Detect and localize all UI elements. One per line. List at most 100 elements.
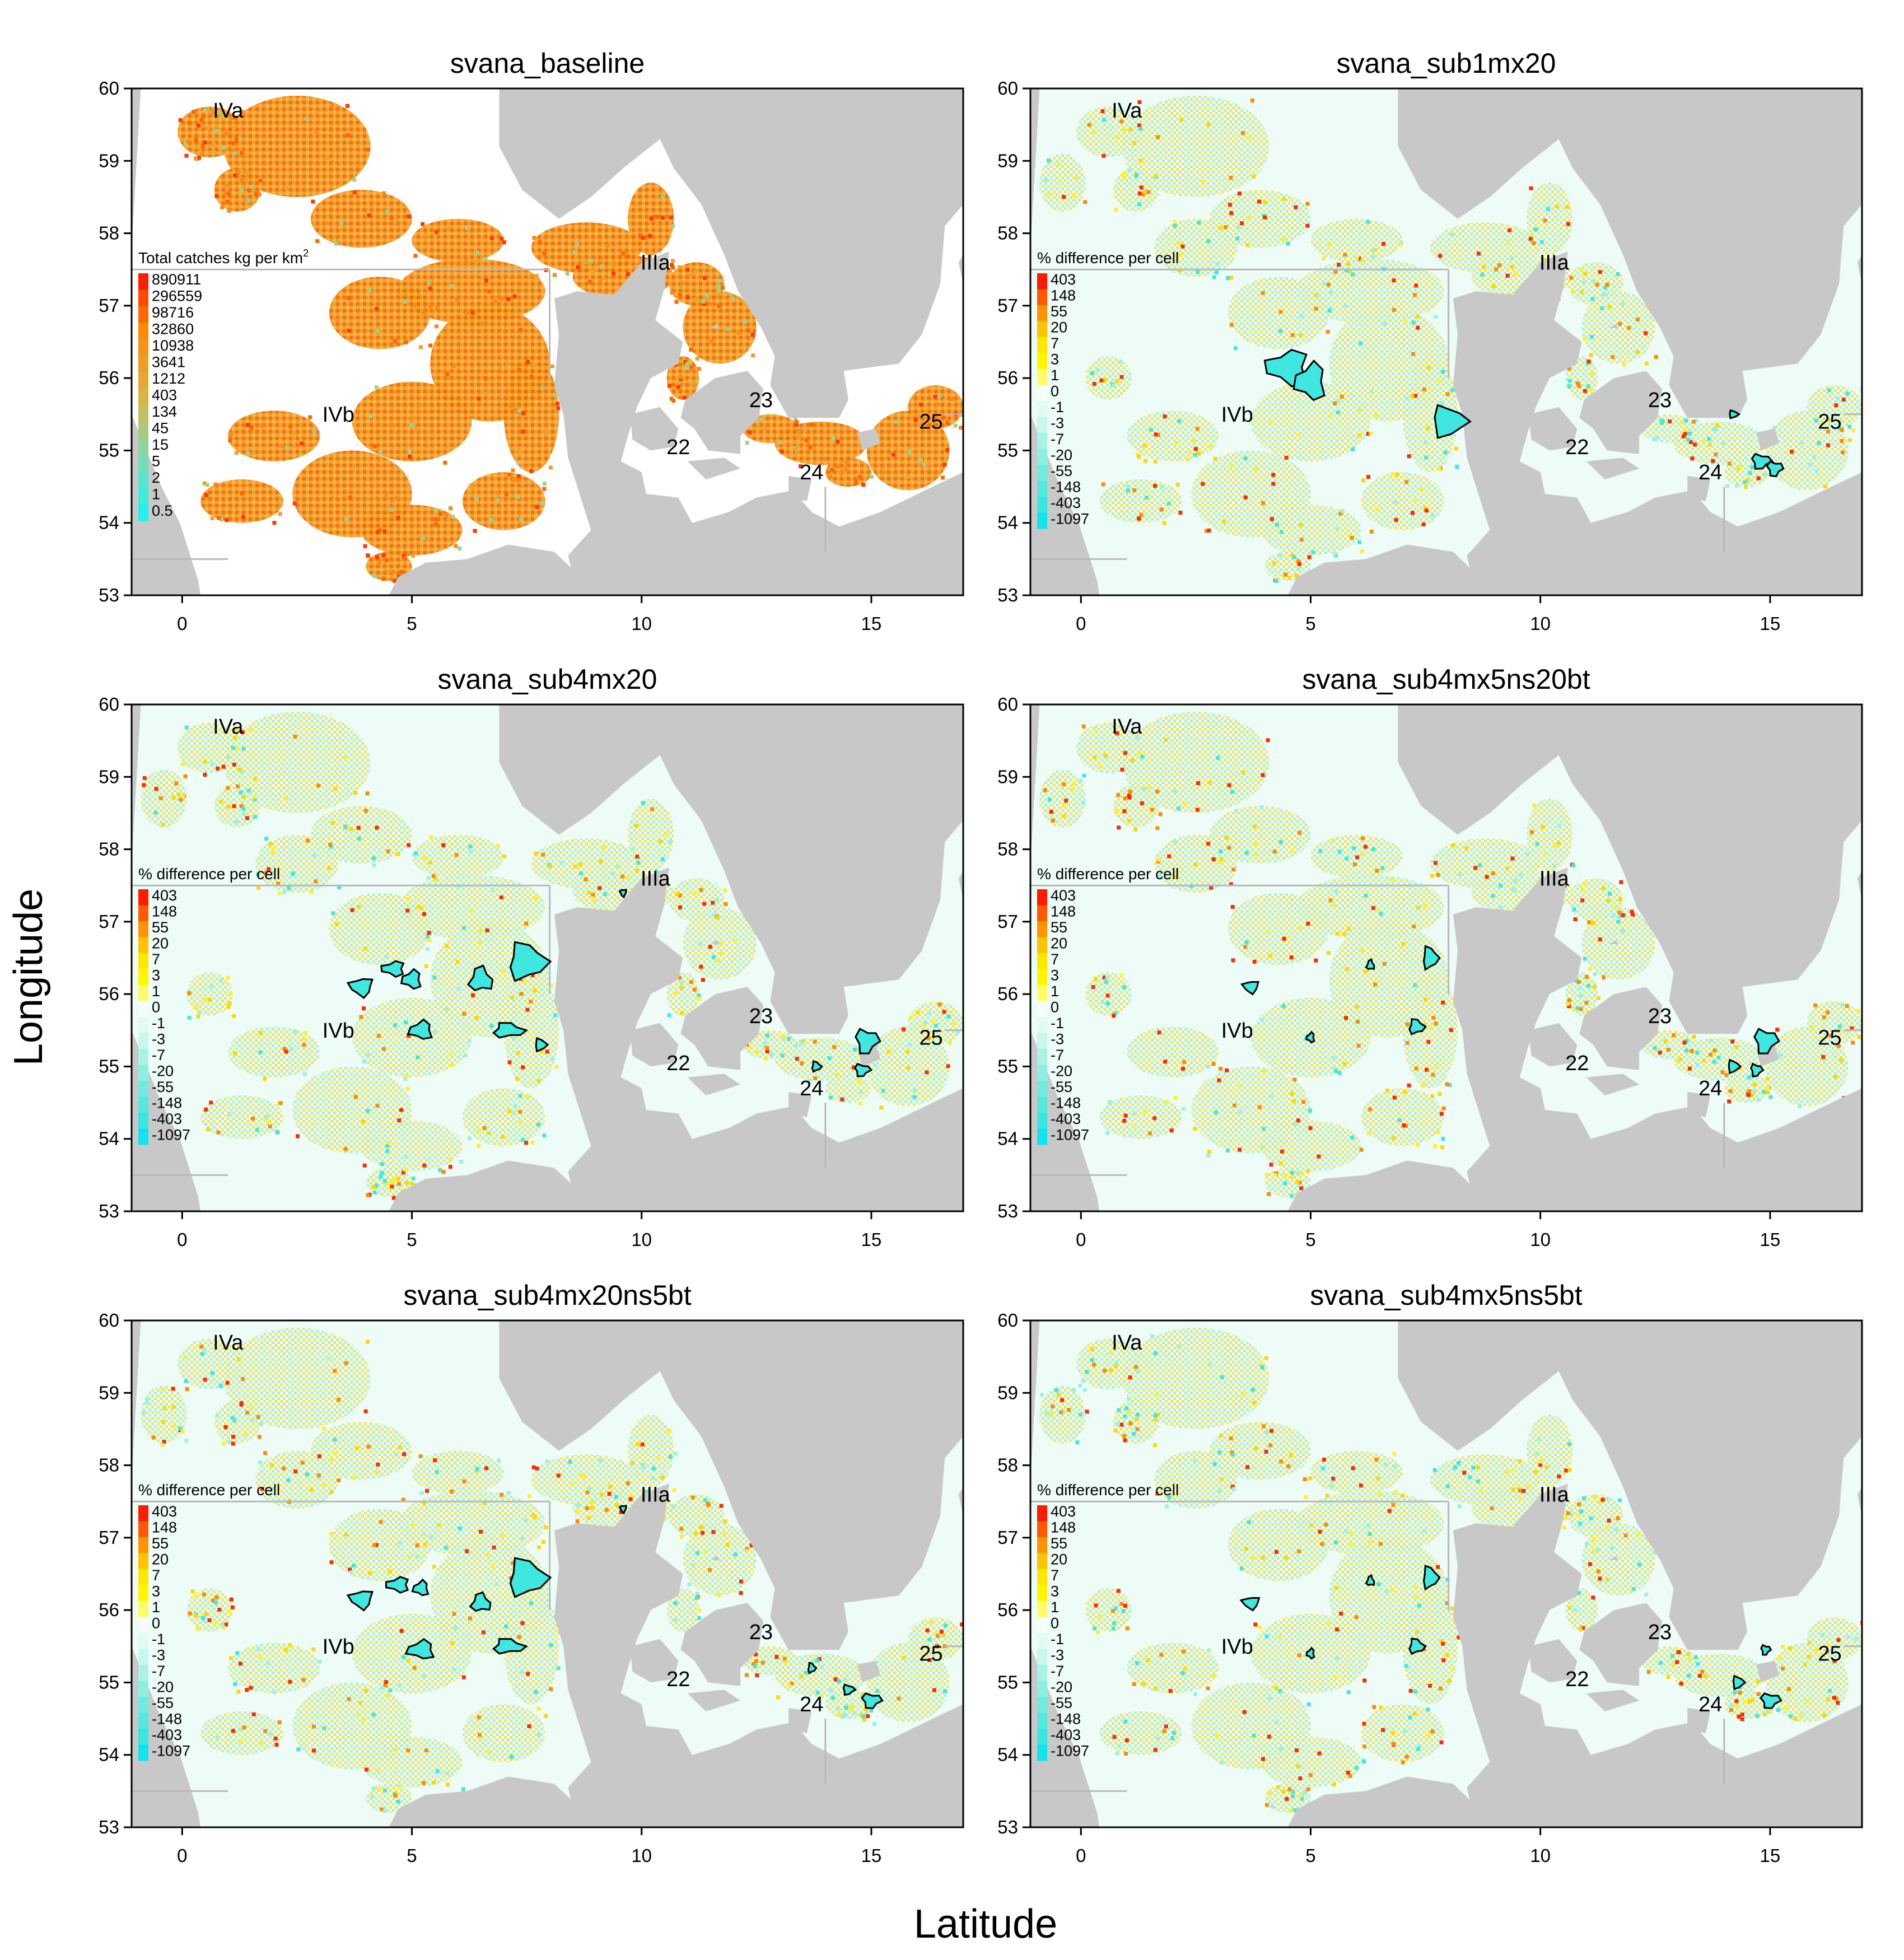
cell <box>1299 333 1303 338</box>
cell <box>1455 464 1459 469</box>
cell <box>1252 824 1257 829</box>
cell <box>1591 279 1595 283</box>
cell <box>1156 135 1160 139</box>
cell <box>422 1781 426 1785</box>
cell <box>1422 1529 1426 1533</box>
cell <box>470 310 475 315</box>
cell <box>1727 461 1732 466</box>
cell <box>1119 1422 1124 1427</box>
cell <box>858 1101 863 1105</box>
legend-label: 2 <box>152 469 160 486</box>
cell <box>591 225 595 230</box>
cell <box>1407 454 1411 459</box>
cell <box>263 1076 267 1081</box>
cell <box>864 1707 869 1712</box>
cell <box>1592 1548 1596 1553</box>
cell <box>745 441 749 445</box>
cell <box>239 1401 244 1406</box>
y-tick-label: 57 <box>99 911 119 932</box>
y-tick-label: 60 <box>99 1310 119 1331</box>
cell <box>1451 1667 1455 1671</box>
land-zealand <box>680 371 764 454</box>
cell <box>1127 794 1131 798</box>
cell <box>1152 1116 1157 1121</box>
cell <box>184 153 189 158</box>
cell <box>1541 825 1545 829</box>
cell <box>697 1616 702 1620</box>
cell <box>1740 1717 1744 1721</box>
cell <box>1381 1728 1385 1732</box>
cell <box>1707 437 1711 441</box>
cell <box>752 1662 756 1666</box>
x-tick-label: 5 <box>407 1229 417 1250</box>
y-tick-label: 60 <box>99 78 119 99</box>
cell <box>214 118 219 122</box>
cell <box>934 1023 938 1028</box>
cell <box>1631 912 1635 917</box>
cell <box>1320 1542 1324 1546</box>
cell <box>1590 297 1595 301</box>
cell <box>1424 508 1429 513</box>
cell <box>1598 270 1602 274</box>
catch-cloud <box>1296 258 1444 324</box>
cell <box>404 1020 408 1025</box>
cell <box>1046 158 1051 163</box>
cell <box>536 1545 541 1550</box>
cell <box>1476 1479 1480 1483</box>
cell <box>671 224 675 228</box>
catch-cloud <box>669 1494 725 1538</box>
cell <box>1440 1145 1445 1150</box>
region-label: IVa <box>213 99 244 123</box>
cell <box>1729 1703 1734 1707</box>
cell <box>375 530 380 534</box>
cell <box>1376 1582 1381 1586</box>
y-tick-label: 58 <box>997 223 1018 244</box>
cell <box>394 496 399 500</box>
cell <box>1445 1601 1449 1606</box>
cell <box>239 1727 243 1732</box>
catch-cloud <box>255 1450 339 1509</box>
cell <box>1346 926 1351 931</box>
cell <box>1393 500 1397 504</box>
cell <box>907 1042 912 1047</box>
cell <box>427 938 432 942</box>
cell <box>241 811 246 816</box>
cell <box>1614 1527 1618 1532</box>
cell <box>762 1044 767 1048</box>
legend-swatch <box>1037 1712 1047 1729</box>
cell <box>1416 1142 1420 1147</box>
cell <box>1834 403 1838 408</box>
cell <box>1454 446 1458 451</box>
cell <box>1351 272 1355 277</box>
cell <box>1807 1655 1811 1659</box>
cell <box>1569 1513 1574 1517</box>
land-scand <box>1398 1320 1862 1650</box>
cell <box>697 367 701 371</box>
cell <box>362 1163 367 1168</box>
cell <box>268 842 273 846</box>
legend-label: 134 <box>152 403 177 420</box>
cell <box>1786 1687 1791 1691</box>
cell <box>1445 392 1450 396</box>
cell <box>881 470 886 474</box>
cell <box>384 493 388 497</box>
legend-label: -3 <box>152 1647 165 1664</box>
cell <box>406 1659 410 1663</box>
cell <box>333 1369 337 1373</box>
cell <box>1105 975 1109 979</box>
cell <box>1142 787 1146 791</box>
cell <box>1538 1463 1543 1467</box>
cell <box>1415 1595 1419 1599</box>
cell <box>435 1769 440 1774</box>
cell <box>236 171 240 176</box>
cell <box>590 1505 595 1510</box>
cell <box>1833 1075 1838 1079</box>
cell <box>1445 1578 1450 1582</box>
cell <box>308 415 312 419</box>
cell <box>712 913 716 917</box>
cell <box>1217 1078 1221 1082</box>
cell <box>352 1564 356 1568</box>
cell <box>1168 1689 1173 1693</box>
cell <box>1090 371 1094 375</box>
